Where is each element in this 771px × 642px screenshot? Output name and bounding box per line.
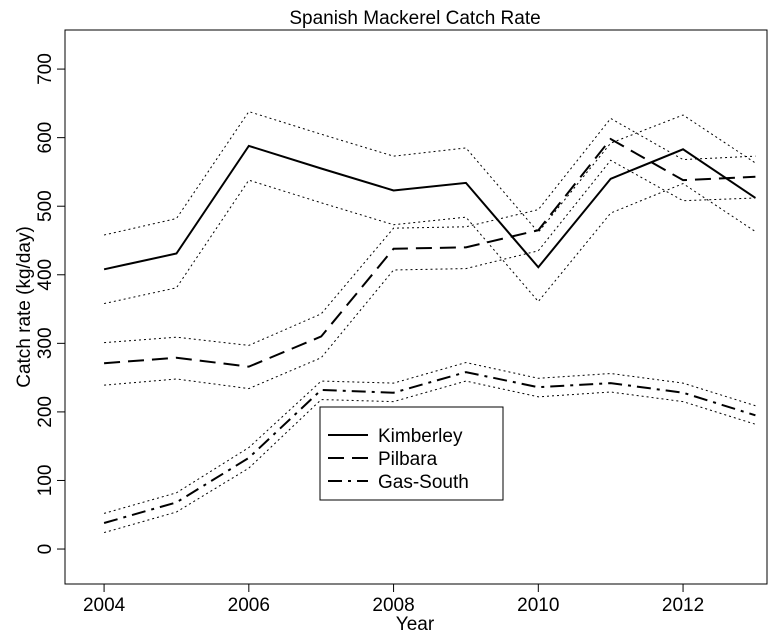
x-tick-label: 2006: [228, 595, 270, 616]
y-tick-label: 400: [35, 259, 56, 291]
legend-label: Pilbara: [378, 449, 438, 470]
y-tick-label: 600: [35, 122, 56, 154]
legend-box: [319, 406, 504, 501]
confidence-line: [104, 159, 756, 390]
y-tick-label: 200: [35, 396, 56, 428]
y-tick-label: 500: [35, 190, 56, 222]
plot-frame: [64, 29, 768, 585]
y-tick-label: 100: [35, 465, 56, 497]
series-line: [103, 144, 756, 271]
x-tick-label: 2008: [372, 595, 414, 616]
legend-label: Kimberley: [378, 426, 463, 447]
x-tick-label: 2012: [662, 595, 704, 616]
y-tick-label: 300: [35, 327, 56, 359]
chart-title: Spanish Mackerel Catch Rate: [289, 8, 540, 29]
y-tick-label: 0: [35, 544, 56, 555]
confidence-line: [103, 380, 756, 534]
series-line: [103, 371, 756, 524]
confidence-line: [103, 179, 756, 305]
confidence-line: [104, 117, 756, 346]
y-tick-label: 700: [35, 53, 56, 85]
x-axis-label: Year: [396, 614, 435, 635]
series-line: [104, 137, 756, 368]
y-axis-label: Catch rate (kg/day): [14, 226, 35, 388]
x-tick-label: 2010: [517, 595, 559, 616]
confidence-line: [103, 111, 756, 236]
x-tick-label: 2004: [83, 595, 126, 616]
legend-label: Gas-South: [378, 472, 469, 493]
